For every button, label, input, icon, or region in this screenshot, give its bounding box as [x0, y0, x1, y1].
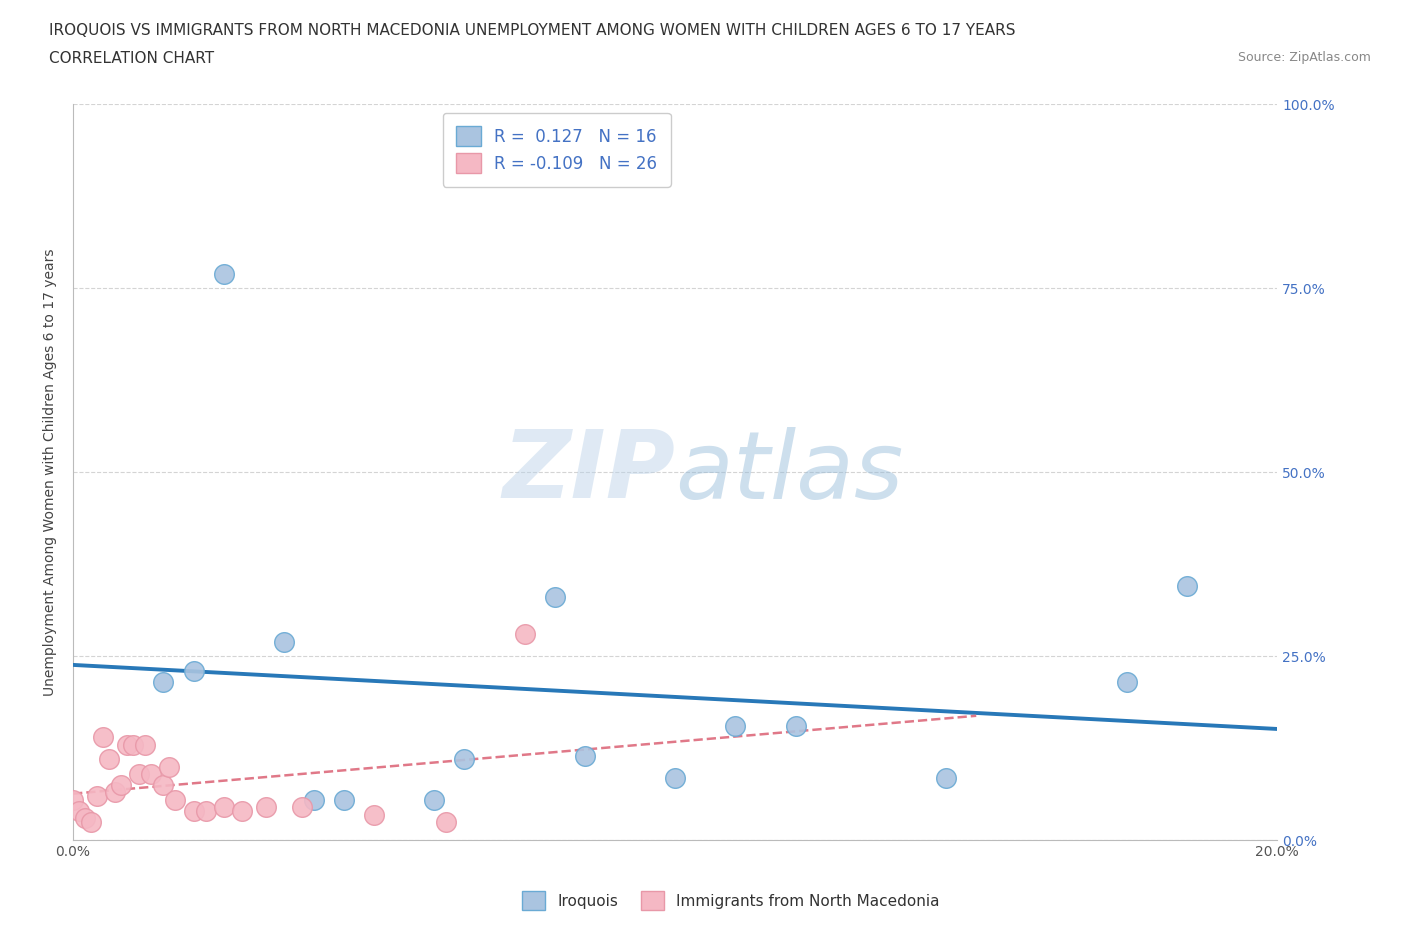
Point: [80, 815, 103, 830]
Point: [273, 634, 295, 649]
Point: [212, 800, 235, 815]
Point: [453, 752, 475, 767]
Point: [75, 811, 97, 826]
Point: [194, 804, 217, 818]
Point: [165, 792, 187, 807]
Point: [110, 777, 132, 792]
Point: [291, 800, 314, 815]
Point: [544, 590, 567, 604]
Point: [62, 792, 84, 807]
Y-axis label: Unemployment Among Women with Children Ages 6 to 17 years: Unemployment Among Women with Children A…: [44, 248, 58, 696]
Point: [117, 737, 139, 752]
Point: [212, 266, 235, 281]
Point: [134, 737, 156, 752]
Point: [231, 804, 253, 818]
Point: [91, 730, 114, 745]
Point: [423, 792, 446, 807]
Text: Source: ZipAtlas.com: Source: ZipAtlas.com: [1237, 51, 1371, 64]
Legend: R =  0.127   N = 16, R = -0.109   N = 26: R = 0.127 N = 16, R = -0.109 N = 26: [443, 113, 671, 187]
Point: [363, 807, 385, 822]
Point: [86, 789, 108, 804]
Point: [724, 719, 747, 734]
Point: [159, 759, 181, 774]
Point: [254, 800, 277, 815]
Point: [104, 785, 127, 800]
Legend: Iroquois, Immigrants from North Macedonia: Iroquois, Immigrants from North Macedoni…: [515, 884, 948, 918]
Point: [302, 792, 325, 807]
Point: [664, 770, 686, 785]
Text: ZIP: ZIP: [502, 426, 675, 518]
Point: [128, 766, 150, 781]
Point: [122, 737, 145, 752]
Point: [152, 674, 174, 689]
Point: [98, 752, 121, 767]
Point: [1115, 674, 1137, 689]
Point: [183, 664, 205, 679]
Text: atlas: atlas: [675, 427, 904, 518]
Text: CORRELATION CHART: CORRELATION CHART: [49, 51, 214, 66]
Text: IROQUOIS VS IMMIGRANTS FROM NORTH MACEDONIA UNEMPLOYMENT AMONG WOMEN WITH CHILDR: IROQUOIS VS IMMIGRANTS FROM NORTH MACEDO…: [49, 23, 1015, 38]
Point: [141, 766, 163, 781]
Point: [785, 719, 807, 734]
Point: [152, 777, 174, 792]
Point: [434, 815, 457, 830]
Point: [935, 770, 957, 785]
Point: [183, 804, 205, 818]
Point: [574, 749, 596, 764]
Point: [333, 792, 356, 807]
Point: [1175, 579, 1198, 594]
Point: [67, 804, 90, 818]
Point: [513, 627, 536, 642]
